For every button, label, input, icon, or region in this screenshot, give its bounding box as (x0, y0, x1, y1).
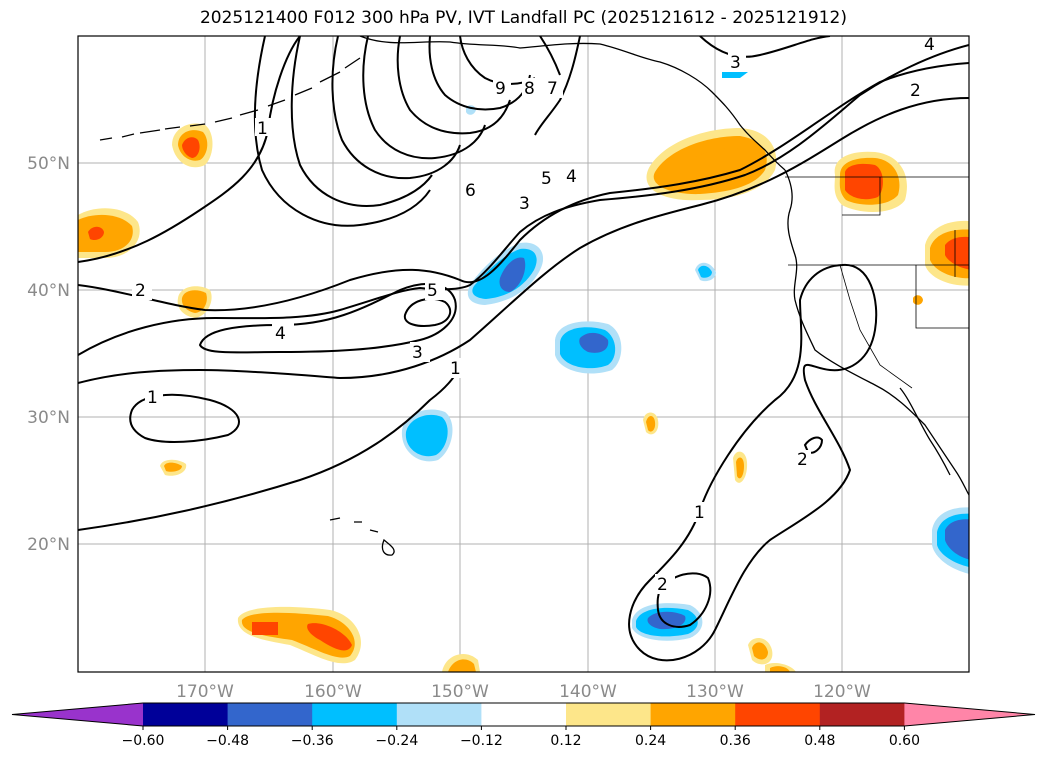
contour-label-6: 6 (465, 181, 476, 201)
lat-label-40: 40°N (27, 281, 70, 301)
north-america-coast (784, 169, 969, 496)
lon-label-120: 120°W (813, 682, 871, 702)
cb-label-5: 0.12 (550, 733, 581, 749)
colorbar-swatch (312, 703, 398, 726)
contour-label-7: 7 (547, 79, 558, 99)
contour-ridge-1 (253, 36, 431, 227)
lon-label-140: 140°W (559, 682, 617, 702)
cb-label-2: −0.36 (291, 733, 334, 749)
contour-mid-east (534, 36, 581, 136)
colorbar-extend-high (904, 703, 1035, 726)
colorbar-swatch (481, 703, 567, 726)
contour-label-3c: 3 (730, 53, 741, 73)
colorbar-swatch (566, 703, 652, 726)
contour-label-3b: 3 (519, 194, 530, 214)
contour-landfall-1 (628, 263, 878, 662)
contour-label-1b: 1 (450, 359, 461, 379)
contour-1-lower (78, 97, 969, 384)
contour-top-right (699, 36, 831, 58)
lat-label-30: 30°N (27, 408, 70, 428)
colorbar-swatch (819, 703, 905, 726)
negative-anomaly-fills (401, 72, 969, 641)
contour-label-5: 5 (427, 281, 438, 301)
plot-frame (77, 35, 970, 673)
contour-2 (78, 62, 969, 312)
colorbar: −0.60 −0.48 −0.36 −0.24 −0.12 0.12 0.24 … (11, 702, 1036, 749)
contour-label-4: 4 (275, 324, 286, 344)
contour-label-2c: 2 (657, 575, 668, 595)
lon-label-130: 130°W (686, 682, 744, 702)
baja (899, 387, 951, 476)
contour-label-1d: 1 (694, 503, 705, 523)
pv-contours (78, 36, 969, 662)
lon-label-160: 160°W (304, 682, 362, 702)
coastlines (99, 36, 969, 556)
boundaries (785, 176, 969, 389)
lon-label-150: 150°W (431, 682, 489, 702)
contour-label-9: 9 (495, 79, 506, 99)
colorbar-extend-low (12, 703, 143, 726)
contour-label-group: 2 4 1 5 3 1 6 3 5 4 9 8 7 3 (132, 35, 940, 595)
colorbar-swatch (227, 703, 313, 726)
plot-area: 2 4 1 5 3 1 6 3 5 4 9 8 7 3 (78, 35, 969, 672)
contour-label-1c: 1 (257, 119, 268, 139)
colorbar-swatch (650, 703, 736, 726)
cb-label-8: 0.48 (804, 733, 835, 749)
colorbar-swatch (396, 703, 482, 726)
contour-label-5b: 5 (541, 169, 552, 189)
latitude-labels: 50°N 40°N 30°N 20°N (27, 154, 70, 555)
contour-landfall-2 (656, 572, 712, 628)
map-title: 2025121400 F012 300 hPa PV, IVT Landfall… (199, 8, 847, 28)
contour-1-west (78, 36, 301, 263)
positive-anomaly-fills (78, 123, 969, 672)
lat-label-50: 50°N (27, 154, 70, 174)
contour-label-2b: 2 (910, 81, 921, 101)
colorbar-labels: −0.60 −0.48 −0.36 −0.24 −0.12 0.12 0.24 … (122, 733, 920, 749)
cb-label-9: 0.60 (889, 733, 920, 749)
contour-1-south (78, 364, 463, 531)
contour-label-4c: 4 (924, 35, 935, 55)
contour-label-1: 1 (147, 388, 158, 408)
alaska-coast (359, 36, 786, 171)
lat-label-20: 20°N (27, 535, 70, 555)
cb-label-6: 0.24 (635, 733, 666, 749)
contour-3 (78, 44, 969, 356)
contour-5 (403, 297, 452, 327)
aleutians (99, 57, 361, 141)
contour-label-8: 8 (524, 79, 535, 99)
colorbar-swatch (735, 703, 821, 726)
colorbar-swatch (143, 703, 229, 726)
cb-label-4: −0.12 (460, 733, 503, 749)
cb-label-1: −0.48 (206, 733, 249, 749)
contour-label-3: 3 (412, 343, 423, 363)
cb-label-0: −0.60 (122, 733, 165, 749)
contour-label-2: 2 (135, 281, 146, 301)
contour-label-4b: 4 (566, 167, 577, 187)
contour-small-1 (129, 393, 240, 443)
contour-label-2d: 2 (797, 450, 808, 470)
cb-label-3: −0.24 (375, 733, 418, 749)
lon-label-170: 170°W (176, 682, 234, 702)
hawaii (329, 517, 395, 556)
longitude-labels: 170°W 160°W 150°W 140°W 130°W 120°W (176, 682, 871, 702)
cb-label-7: 0.36 (720, 733, 751, 749)
colorbar-swatches (11, 702, 1036, 730)
